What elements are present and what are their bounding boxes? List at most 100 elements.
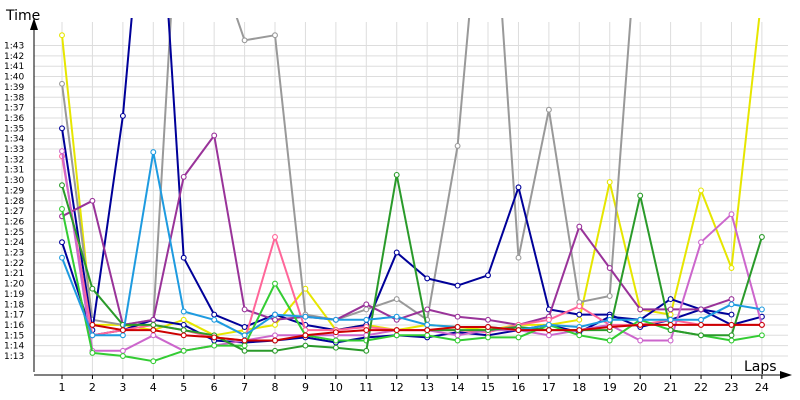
x-tick-label: 17 bbox=[542, 381, 556, 394]
x-tick-label: 23 bbox=[724, 381, 738, 394]
data-point bbox=[59, 125, 65, 132]
data-point bbox=[302, 342, 309, 349]
data-point bbox=[180, 173, 187, 180]
data-point bbox=[728, 311, 735, 318]
data-point bbox=[363, 306, 370, 313]
y-axis-arrow bbox=[30, 18, 38, 30]
data-point bbox=[667, 296, 674, 303]
x-tick-label: 16 bbox=[511, 381, 525, 394]
data-point bbox=[576, 316, 583, 323]
data-point bbox=[150, 332, 157, 339]
data-point bbox=[424, 321, 431, 328]
data-point bbox=[180, 254, 187, 261]
data-point bbox=[698, 187, 704, 194]
data-point bbox=[454, 324, 461, 330]
y-tick-label: 1:43 bbox=[4, 42, 24, 52]
data-point bbox=[454, 313, 461, 320]
data-point bbox=[545, 106, 552, 113]
data-point bbox=[454, 337, 461, 344]
data-point bbox=[758, 321, 765, 328]
data-point bbox=[515, 327, 522, 334]
series-1 bbox=[59, 18, 761, 339]
data-point bbox=[241, 332, 248, 339]
data-point bbox=[728, 265, 735, 271]
data-point bbox=[667, 327, 674, 334]
data-point bbox=[698, 321, 704, 328]
data-point bbox=[272, 32, 278, 39]
y-tick-label: 1:18 bbox=[4, 300, 24, 310]
data-point bbox=[576, 303, 583, 310]
data-point bbox=[180, 327, 187, 334]
x-tick-label: 12 bbox=[390, 381, 404, 394]
data-point bbox=[272, 337, 278, 344]
data-point bbox=[119, 112, 126, 119]
data-point bbox=[637, 316, 644, 323]
y-tick-label: 1:42 bbox=[4, 52, 24, 62]
data-point bbox=[180, 332, 187, 339]
data-point bbox=[515, 184, 522, 191]
data-point bbox=[424, 306, 431, 313]
data-point bbox=[119, 332, 126, 339]
data-point bbox=[272, 234, 278, 240]
data-point bbox=[59, 239, 65, 246]
data-point bbox=[89, 349, 96, 356]
data-point bbox=[302, 332, 309, 339]
data-point bbox=[637, 337, 644, 344]
data-point bbox=[515, 254, 522, 261]
x-tick-labels: 1 2 3 4 5 6 7 8 9 10 11 12 13 14 15 16 17 18 19 20 21 22 23 24 bbox=[59, 381, 769, 394]
data-point bbox=[272, 332, 278, 339]
data-point bbox=[180, 321, 187, 328]
data-point bbox=[211, 316, 218, 323]
series-11 bbox=[89, 321, 765, 344]
x-tick-label: 15 bbox=[481, 381, 495, 394]
data-point bbox=[150, 321, 157, 328]
x-tick-label: 13 bbox=[420, 381, 434, 394]
data-point bbox=[667, 316, 674, 323]
data-point bbox=[180, 347, 187, 354]
y-tick-label: 1:34 bbox=[4, 135, 24, 145]
data-point bbox=[454, 142, 461, 149]
data-point bbox=[89, 197, 96, 204]
data-point bbox=[698, 332, 704, 339]
data-point bbox=[393, 296, 400, 303]
data-point bbox=[180, 308, 187, 315]
y-tick-label: 1:41 bbox=[4, 62, 24, 72]
x-axis-title: Laps bbox=[744, 359, 777, 375]
data-point bbox=[272, 321, 278, 328]
x-axis-arrow bbox=[780, 371, 792, 379]
data-point bbox=[606, 293, 613, 299]
data-point bbox=[241, 347, 248, 354]
series-line bbox=[61, 18, 632, 326]
data-point bbox=[728, 211, 735, 218]
data-point bbox=[545, 327, 552, 334]
y-tick-label: 1:27 bbox=[4, 207, 24, 217]
x-tick-label: 10 bbox=[329, 381, 343, 394]
data-point bbox=[515, 334, 522, 341]
y-axis-title: Time bbox=[5, 8, 40, 24]
data-point bbox=[606, 316, 613, 323]
data-point bbox=[59, 254, 65, 261]
data-point bbox=[393, 332, 400, 339]
y-tick-label: 1:21 bbox=[4, 269, 24, 279]
data-point bbox=[698, 306, 704, 313]
data-point bbox=[150, 327, 157, 334]
data-point bbox=[241, 306, 248, 313]
x-tick-label: 19 bbox=[603, 381, 617, 394]
data-point bbox=[302, 313, 309, 320]
y-tick-label: 1:33 bbox=[4, 145, 24, 155]
data-point bbox=[728, 337, 735, 344]
data-point bbox=[119, 347, 126, 354]
data-point bbox=[150, 316, 157, 323]
series-2 bbox=[59, 18, 632, 328]
x-tick-label: 21 bbox=[664, 381, 678, 394]
data-point bbox=[272, 347, 278, 354]
data-point bbox=[606, 337, 613, 344]
x-tick-label: 7 bbox=[241, 381, 248, 394]
data-point bbox=[363, 316, 370, 323]
y-tick-label: 1:23 bbox=[4, 249, 24, 259]
x-tick-label: 9 bbox=[302, 381, 309, 394]
x-tick-label: 1 bbox=[59, 381, 66, 394]
data-point bbox=[606, 324, 613, 330]
series-line bbox=[61, 241, 763, 344]
